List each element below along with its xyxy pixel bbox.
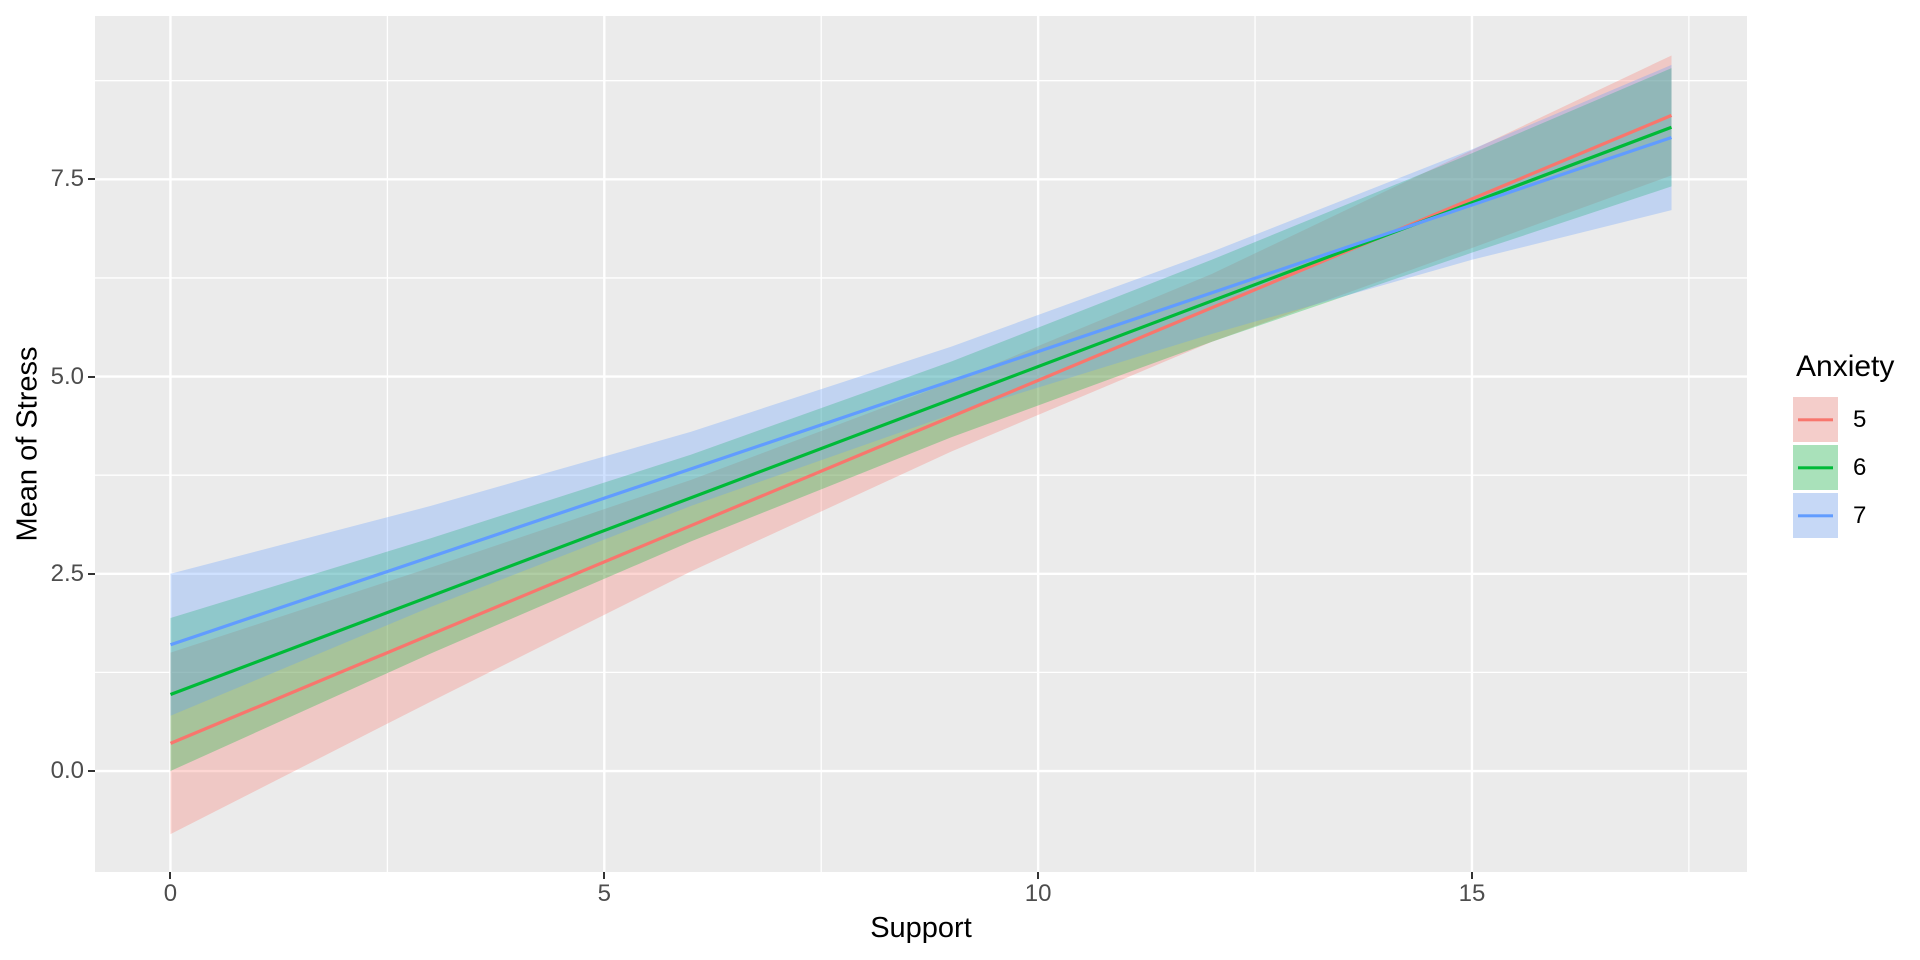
trend-line-5 xyxy=(169,113,1673,745)
y-tick-mark xyxy=(88,770,95,773)
legend-swatch-line xyxy=(1798,465,1833,470)
x-axis-title: Support xyxy=(870,912,972,944)
legend-key-label: 6 xyxy=(1853,453,1867,481)
y-tick-mark xyxy=(88,375,95,378)
legend-swatch-7 xyxy=(1793,493,1838,538)
x-tick-mark xyxy=(1470,872,1473,879)
legend-key-7: 7 xyxy=(1793,493,1894,538)
y-tick-label: 2.5 xyxy=(50,559,84,587)
legend-swatch-line xyxy=(1798,417,1833,422)
x-tick-mark xyxy=(169,872,172,879)
confidence-ribbon-6 xyxy=(170,68,1672,772)
x-tick-label: 0 xyxy=(163,880,178,907)
trend-line-7 xyxy=(169,135,1673,647)
y-tick-label: 0.0 xyxy=(50,757,84,785)
legend-title: Anxiety xyxy=(1796,350,1895,383)
x-tick-label: 10 xyxy=(1024,880,1052,907)
legend-swatch-line xyxy=(1798,513,1833,518)
x-tick-mark xyxy=(603,872,606,879)
legend-key-label: 7 xyxy=(1853,501,1867,529)
x-tick-mark xyxy=(1037,872,1040,879)
legend: Anxiety 5 6 7 xyxy=(1793,350,1894,541)
y-tick-mark xyxy=(88,572,95,575)
x-tick-label: 5 xyxy=(597,880,611,907)
legend-key-6: 6 xyxy=(1793,445,1894,490)
x-tick-label: 15 xyxy=(1458,880,1486,907)
legend-keys: 5 6 7 xyxy=(1793,397,1894,538)
legend-swatch-6 xyxy=(1793,445,1838,490)
plot-area-svg xyxy=(95,16,1747,872)
y-axis-title: Mean of Stress xyxy=(11,346,44,542)
legend-key-5: 5 xyxy=(1793,397,1894,442)
legend-swatch-5 xyxy=(1793,397,1838,442)
confidence-ribbon-5 xyxy=(170,55,1672,835)
legend-key-label: 5 xyxy=(1853,405,1867,433)
y-tick-mark xyxy=(88,178,95,181)
y-tick-label: 7.5 xyxy=(50,165,84,193)
y-tick-label: 5.0 xyxy=(50,362,84,390)
plot-panel xyxy=(95,16,1747,872)
